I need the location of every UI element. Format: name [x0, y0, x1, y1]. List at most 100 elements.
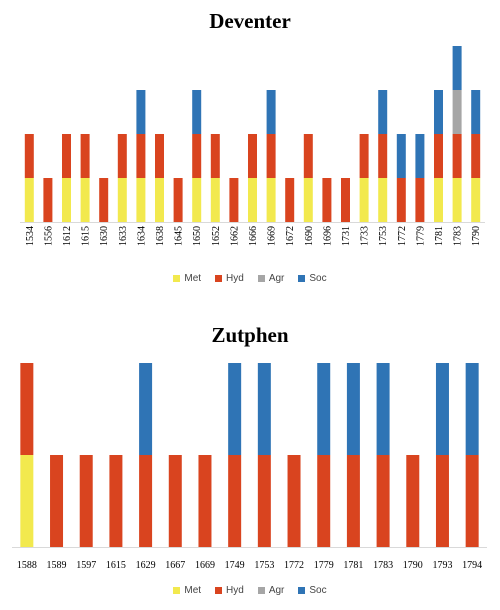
bar-soc-1781	[434, 90, 443, 134]
bar-met-1790	[471, 178, 481, 222]
legend-item-agr: Agr	[257, 585, 285, 596]
bar-hyd-1612	[62, 134, 71, 178]
bar-hyd-1790	[471, 134, 481, 178]
bar-hyd-1629	[139, 455, 153, 547]
bar-met-1615	[80, 178, 90, 222]
x-tick-label: 1652	[211, 226, 222, 246]
x-tick-label: 1696	[322, 226, 333, 246]
bar-hyd-1638	[155, 134, 164, 178]
chart-title: Deventer	[209, 9, 291, 33]
bar-soc-1634	[136, 90, 146, 134]
legend-label: Agr	[268, 585, 285, 596]
x-tick-label: 1781	[434, 226, 445, 246]
x-tick-label: 1779	[314, 560, 334, 571]
legend-label: Soc	[309, 273, 327, 284]
bar-hyd-1652	[210, 134, 220, 178]
legend-item-agr: Agr	[257, 273, 285, 284]
bar-met-1753	[378, 178, 388, 222]
legend-item-met: Met	[173, 273, 201, 284]
zutphen-legend: Met Hyd Agr Soc	[0, 585, 500, 596]
bar-hyd-1556	[43, 178, 53, 222]
bar-agr-1783	[452, 90, 462, 134]
x-tick-label: 1772	[284, 560, 304, 571]
x-tick-label: 1612	[62, 226, 73, 246]
bar-hyd-1753	[378, 134, 388, 178]
bar-soc-1629	[139, 363, 153, 455]
deventer-legend: Met Hyd Agr Soc	[0, 273, 500, 284]
x-tick-label: 1669	[195, 560, 215, 571]
legend-label: Met	[184, 585, 202, 596]
legend-label: Agr	[268, 273, 285, 284]
x-tick-label: 1793	[432, 560, 452, 571]
x-tick-label: 1666	[248, 226, 259, 246]
bar-hyd-1781	[346, 455, 360, 547]
bar-hyd-1772	[396, 178, 406, 222]
bar-hyd-1588	[20, 363, 34, 455]
legend-swatch	[173, 587, 181, 594]
legend-label: Hyd	[226, 273, 244, 284]
bar-hyd-1794	[465, 455, 479, 547]
zutphen-chart: Zutphen 1588 1589 1597 1615 1629 1667 1669 1749…	[0, 310, 500, 610]
x-tick-label: 1645	[174, 226, 185, 246]
bar-met-1612	[62, 178, 71, 222]
bar-hyd-1633	[117, 134, 127, 178]
x-tick-label: 1731	[341, 226, 352, 246]
bar-soc-1779	[415, 134, 425, 178]
legend-item-hyd: Hyd	[215, 273, 244, 284]
bar-soc-1753	[257, 363, 271, 455]
legend-swatch	[298, 275, 306, 282]
x-tick-label: 1753	[378, 226, 389, 246]
bar-hyd-1783	[376, 455, 390, 547]
x-tick-label: 1667	[165, 560, 185, 571]
legend-swatch	[257, 587, 265, 594]
legend-swatch	[173, 275, 181, 282]
bar-hyd-1733	[359, 134, 369, 178]
x-tick-label: 1615	[106, 560, 126, 571]
bar-met-1633	[117, 178, 127, 222]
legend-label: Soc	[309, 585, 327, 596]
bar-met-1669	[266, 178, 276, 222]
bar-met-1588	[20, 455, 34, 547]
bar-hyd-1534	[24, 134, 34, 178]
legend-item-soc: Soc	[298, 273, 327, 284]
legend-item-met: Met	[173, 585, 201, 596]
bar-soc-1790	[471, 90, 481, 134]
bar-hyd-1666	[248, 134, 257, 178]
bar-hyd-1662	[229, 178, 239, 222]
bar-met-1783	[452, 178, 462, 222]
bar-hyd-1669	[198, 455, 212, 547]
bar-soc-1794	[465, 363, 479, 455]
bar-hyd-1690	[303, 134, 313, 178]
bar-soc-1669	[266, 90, 276, 134]
bar-met-1638	[155, 178, 164, 222]
x-tick-label: 1556	[43, 226, 54, 246]
x-tick-label: 1790	[403, 560, 423, 571]
bar-hyd-1793	[435, 455, 449, 547]
bar-soc-1753	[378, 90, 388, 134]
x-tick-label: 1690	[304, 226, 315, 246]
x-tick-label: 1753	[254, 560, 274, 571]
bar-soc-1772	[396, 134, 406, 178]
x-tick-label: 1589	[47, 560, 67, 571]
x-tick-label: 1662	[229, 226, 240, 246]
bar-soc-1650	[192, 90, 202, 134]
bar-hyd-1589	[50, 455, 64, 547]
x-tick-label: 1749	[225, 560, 245, 571]
zutphen-plot: 1588 1589 1597 1615 1629 1667 1669 1749 1753 1772…	[12, 363, 487, 571]
bar-hyd-1753	[257, 455, 271, 547]
legend-swatch	[298, 587, 306, 594]
x-tick-label: 1634	[136, 226, 147, 246]
x-tick-label: 1781	[343, 560, 363, 571]
x-tick-label: 1772	[397, 226, 408, 246]
bar-soc-1749	[228, 363, 242, 455]
x-tick-label: 1783	[373, 560, 393, 571]
x-tick-label: 1669	[267, 226, 278, 246]
bar-hyd-1749	[228, 455, 242, 547]
legend-swatch	[215, 587, 223, 594]
bar-soc-1779	[317, 363, 331, 455]
bar-hyd-1772	[287, 455, 301, 547]
bar-hyd-1790	[406, 455, 420, 547]
bar-hyd-1615	[109, 455, 123, 547]
bar-met-1781	[434, 178, 443, 222]
x-tick-label: 1650	[192, 226, 203, 246]
